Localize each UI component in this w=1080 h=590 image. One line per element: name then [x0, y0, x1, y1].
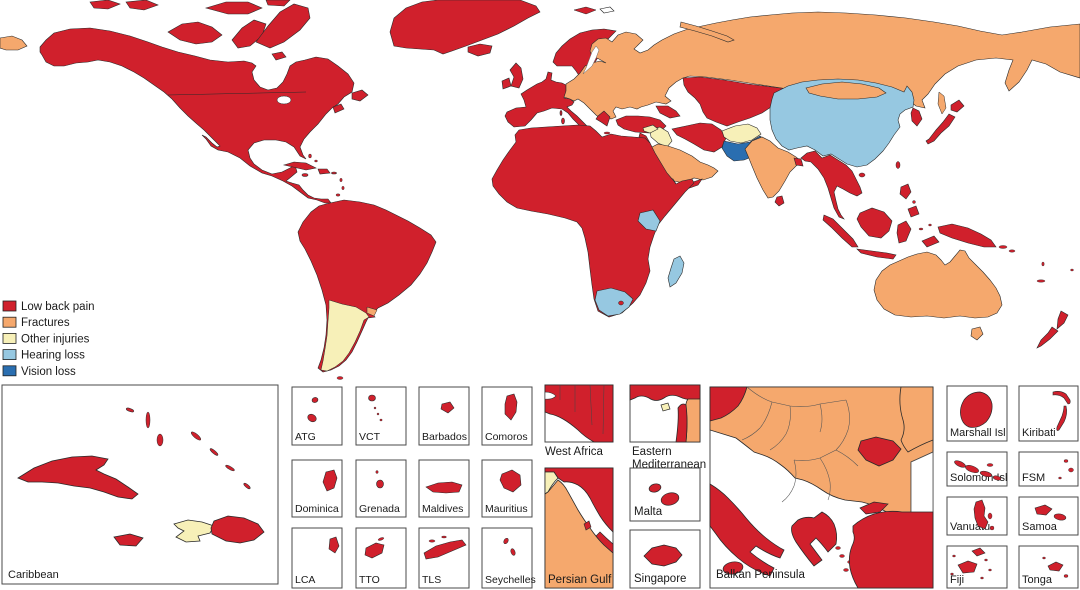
- svg-text:Kiribati: Kiribati: [1022, 427, 1056, 439]
- svg-text:Persian Gulf: Persian Gulf: [548, 574, 612, 586]
- svg-text:Malta: Malta: [634, 506, 663, 518]
- svg-text:VCT: VCT: [359, 431, 381, 443]
- svg-text:Marshall Isl: Marshall Isl: [950, 427, 1006, 439]
- svg-text:TLS: TLS: [422, 574, 441, 586]
- svg-text:Eastern: Eastern: [632, 446, 672, 458]
- svg-text:Barbados: Barbados: [422, 431, 467, 443]
- svg-text:West Africa: West Africa: [545, 446, 604, 458]
- svg-text:Solomon Isl: Solomon Isl: [950, 472, 1007, 484]
- svg-text:Seychelles: Seychelles: [485, 574, 536, 586]
- svg-text:Grenada: Grenada: [359, 503, 400, 515]
- svg-text:Balkan Peninsula: Balkan Peninsula: [716, 569, 805, 581]
- svg-text:LCA: LCA: [295, 574, 315, 586]
- svg-text:Vision loss: Vision loss: [21, 366, 76, 378]
- svg-text:Hearing loss: Hearing loss: [21, 350, 85, 362]
- svg-text:Dominica: Dominica: [295, 503, 339, 515]
- svg-text:TTO: TTO: [359, 574, 380, 586]
- svg-text:Other injuries: Other injuries: [21, 333, 90, 345]
- svg-text:Fiji: Fiji: [950, 574, 964, 586]
- svg-text:Samoa: Samoa: [1022, 521, 1058, 533]
- svg-text:Singapore: Singapore: [634, 573, 686, 585]
- svg-text:Caribbean: Caribbean: [8, 569, 59, 581]
- svg-text:Mauritius: Mauritius: [485, 503, 528, 515]
- svg-text:Fractures: Fractures: [21, 317, 70, 329]
- svg-text:Maldives: Maldives: [422, 503, 463, 515]
- svg-text:Tonga: Tonga: [1022, 574, 1053, 586]
- svg-text:FSM: FSM: [1022, 472, 1045, 484]
- svg-text:ATG: ATG: [295, 431, 316, 443]
- svg-text:Comoros: Comoros: [485, 431, 528, 443]
- svg-text:Low back pain: Low back pain: [21, 301, 95, 313]
